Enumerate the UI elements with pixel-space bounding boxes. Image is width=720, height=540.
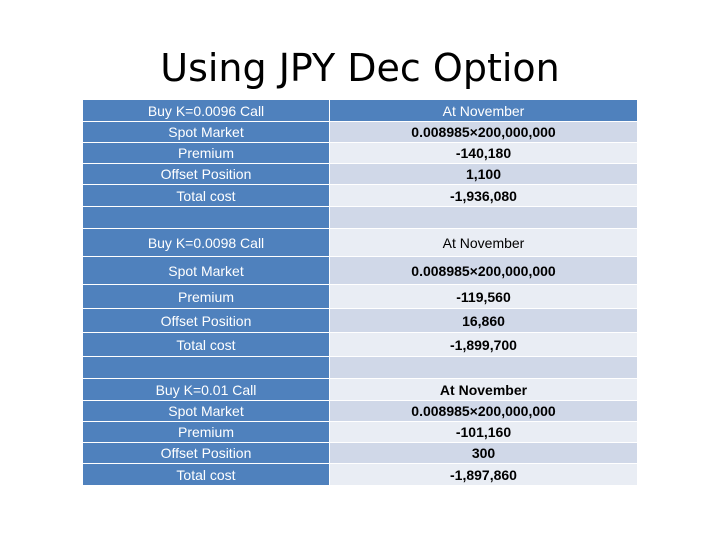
row-value — [329, 206, 638, 229]
row-value: -101,160 — [329, 421, 638, 443]
spacer-row — [82, 356, 638, 379]
spacer-row — [82, 206, 638, 229]
row-label: Buy K=0.0098 Call — [82, 228, 330, 257]
table-row: Spot Market 0.008985×200,000,000 — [82, 400, 638, 422]
row-value: 300 — [329, 442, 638, 464]
slide-title: Using JPY Dec Option — [160, 46, 560, 90]
row-label — [82, 206, 330, 229]
row-label: Premium — [82, 142, 330, 164]
row-value: 0.008985×200,000,000 — [329, 400, 638, 422]
row-label: Buy K=0.01 Call — [82, 378, 330, 401]
table-row: Spot Market 0.008985×200,000,000 — [82, 121, 638, 143]
table-row: Offset Position 1,100 — [82, 163, 638, 185]
row-label: Premium — [82, 421, 330, 443]
table-row: Buy K=0.01 Call At November — [82, 378, 638, 401]
row-value: At November — [329, 99, 638, 122]
row-value: 1,100 — [329, 163, 638, 185]
table-row: Total cost -1,936,080 — [82, 184, 638, 207]
row-value: -140,180 — [329, 142, 638, 164]
row-value: At November — [329, 378, 638, 401]
table-header-row: Buy K=0.0096 Call At November — [82, 99, 638, 122]
row-value: -119,560 — [329, 284, 638, 309]
table-row: Offset Position 16,860 — [82, 308, 638, 333]
row-value: 0.008985×200,000,000 — [329, 121, 638, 143]
row-value: -1,936,080 — [329, 184, 638, 207]
table-row: Spot Market 0.008985×200,000,000 — [82, 256, 638, 285]
table-row: Premium -119,560 — [82, 284, 638, 309]
row-value: At November — [329, 228, 638, 257]
row-value: -1,899,700 — [329, 332, 638, 357]
row-label: Offset Position — [82, 308, 330, 333]
row-value: -1,897,860 — [329, 463, 638, 486]
table-row: Total cost -1,897,860 — [82, 463, 638, 486]
table-row: Total cost -1,899,700 — [82, 332, 638, 357]
row-label: Spot Market — [82, 256, 330, 285]
row-label: Offset Position — [82, 163, 330, 185]
row-label — [82, 356, 330, 379]
row-value: 0.008985×200,000,000 — [329, 256, 638, 285]
table-row: Buy K=0.0098 Call At November — [82, 228, 638, 257]
row-label: Total cost — [82, 332, 330, 357]
option-cost-table: Buy K=0.0096 Call At November Spot Marke… — [82, 99, 638, 486]
row-label: Total cost — [82, 184, 330, 207]
row-label: Buy K=0.0096 Call — [82, 99, 330, 122]
row-label: Premium — [82, 284, 330, 309]
row-value — [329, 356, 638, 379]
table-row: Offset Position 300 — [82, 442, 638, 464]
row-label: Spot Market — [82, 400, 330, 422]
row-value: 16,860 — [329, 308, 638, 333]
row-label: Spot Market — [82, 121, 330, 143]
table-row: Premium -101,160 — [82, 421, 638, 443]
row-label: Total cost — [82, 463, 330, 486]
row-label: Offset Position — [82, 442, 330, 464]
table-row: Premium -140,180 — [82, 142, 638, 164]
